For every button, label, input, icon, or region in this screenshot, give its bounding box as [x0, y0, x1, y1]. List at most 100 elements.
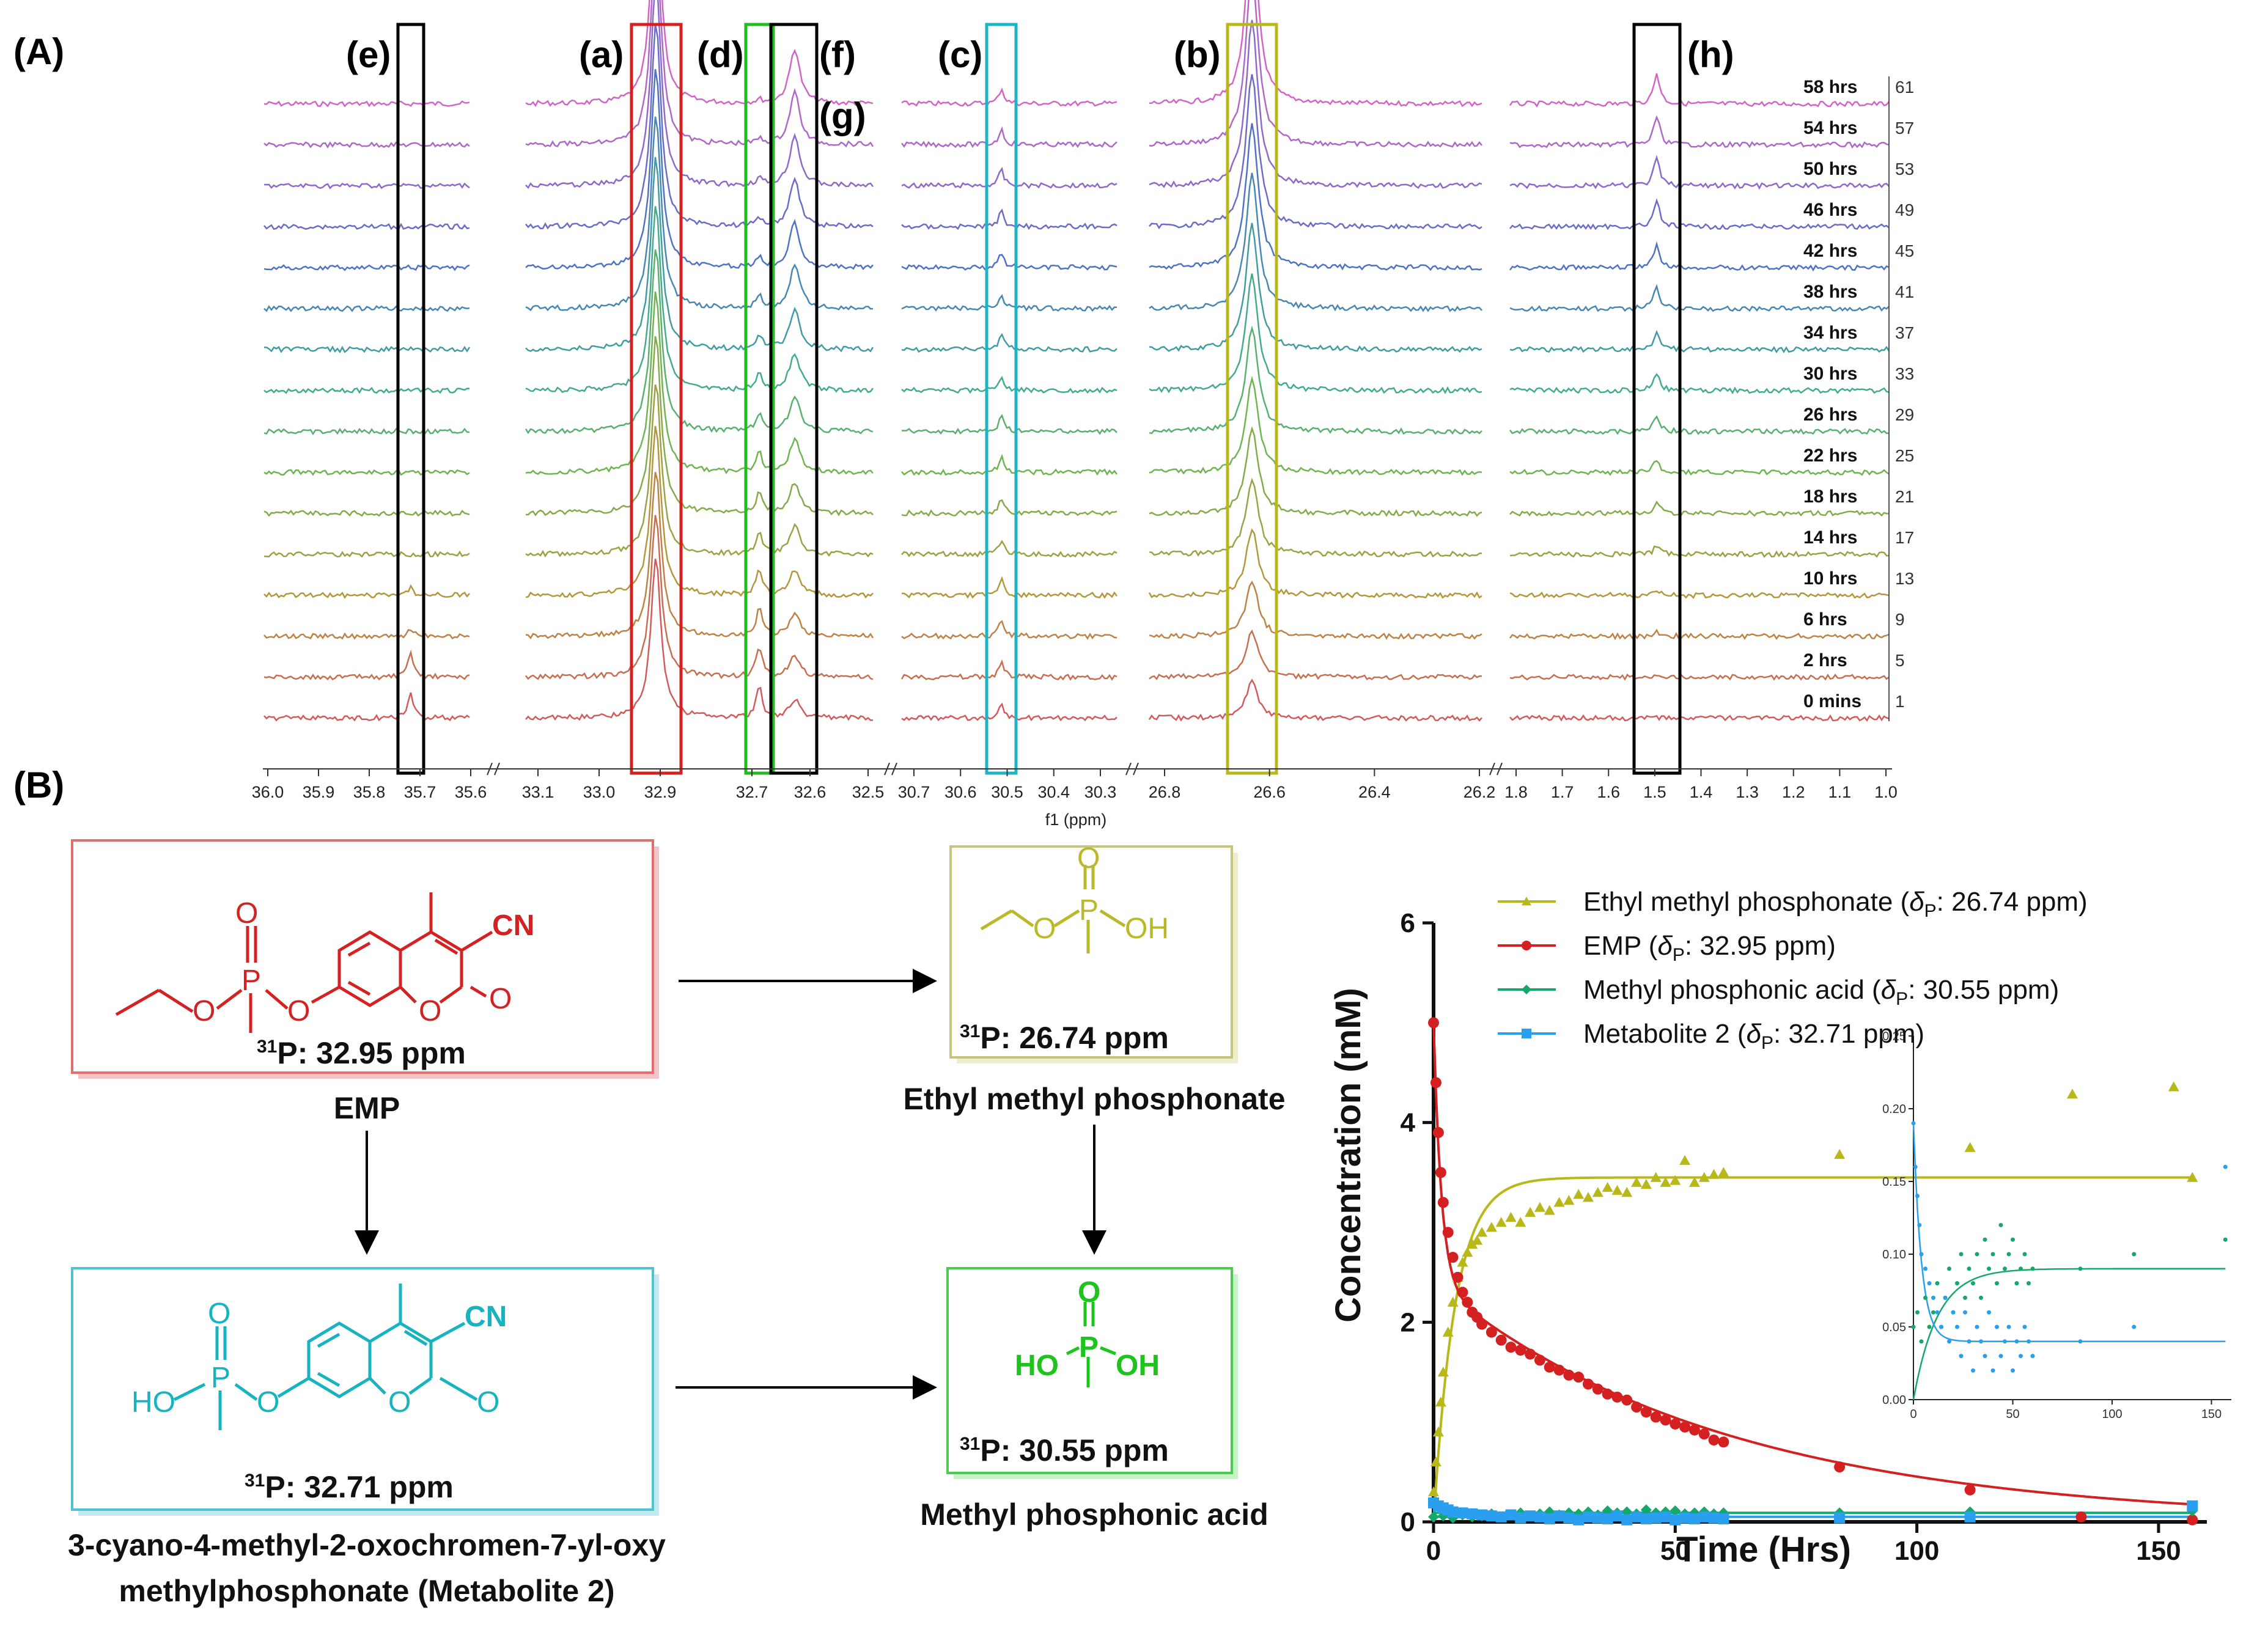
nmr-trace [525, 0, 874, 148]
data-point [1447, 1506, 1459, 1518]
nmr-trace [1509, 155, 1890, 190]
spectrum-number: 45 [1895, 241, 1914, 260]
chart-ylabel: Concentration (mM) [1328, 988, 1368, 1323]
data-point [1457, 1287, 1468, 1298]
y-tick-label: 2 [1401, 1307, 1415, 1337]
spectrum-number: 37 [1895, 323, 1914, 342]
nmr-trace [263, 141, 470, 149]
ethyl-name: Ethyl methyl phosphonate [903, 1082, 1285, 1116]
data-point [1939, 1324, 1943, 1329]
nmr-trace [901, 499, 1117, 517]
nmr-trace [263, 509, 470, 517]
nmr-trace [1149, 375, 1482, 476]
metab-shift: 31P: 32.71 ppm [245, 1470, 454, 1504]
mpa-atom-oh: OH [1116, 1350, 1160, 1382]
time-label: 6 hrs [1803, 609, 1847, 630]
data-point [1919, 1339, 1924, 1344]
box-peak-a [630, 23, 683, 775]
data-point [1975, 1252, 1979, 1257]
nmr-trace [525, 156, 874, 353]
metab-atom-o-dbl: O [208, 1298, 230, 1330]
mpa-shift-sup: 31 [960, 1434, 980, 1454]
data-point [1611, 1184, 1623, 1195]
data-point [1650, 1512, 1662, 1524]
nmr-tick-label: 32.6 [794, 783, 827, 801]
nmr-tick-label: 32.9 [644, 783, 677, 801]
nmr-trace [1149, 172, 1482, 312]
data-point [1679, 1421, 1691, 1433]
data-point [1457, 1507, 1468, 1519]
data-point [1505, 1342, 1517, 1353]
data-point [1971, 1281, 1975, 1286]
data-point [1515, 1217, 1526, 1227]
nmr-trace [525, 559, 874, 721]
data-point [1995, 1281, 1999, 1286]
box-peak-fg [769, 23, 819, 775]
axis-break [884, 762, 897, 776]
data-point [1971, 1368, 1975, 1373]
nmr-tick-label: 30.4 [1037, 783, 1070, 801]
data-point [1447, 1252, 1459, 1263]
nmr-tick-label: 30.5 [991, 783, 1023, 801]
panel-b-label: (B) [13, 765, 64, 806]
data-point [1432, 1127, 1444, 1138]
inset-x-tick-label: 50 [2006, 1408, 2019, 1421]
reaction-scheme: O P O O O O CN 31P: 32.95 ppm EMP O P O … [68, 839, 1286, 1608]
nmr-trace [901, 414, 1117, 435]
emp-name: EMP [334, 1091, 400, 1125]
time-label: 42 hrs [1803, 241, 1857, 261]
spectrum-number: 5 [1895, 651, 1905, 670]
nmr-trace [525, 0, 874, 108]
data-point [1553, 1510, 1565, 1522]
data-point [1698, 1172, 1710, 1182]
nmr-trace [1509, 329, 1890, 354]
data-point [1522, 941, 1531, 950]
data-point [1471, 1235, 1483, 1245]
nmr-trace [263, 692, 470, 722]
data-point [1544, 1513, 1555, 1525]
data-point [1476, 1509, 1488, 1521]
data-point [1931, 1310, 1935, 1315]
data-point [1913, 1164, 1918, 1169]
inset-y-tick-label: 0.00 [1882, 1394, 1906, 1407]
nmr-trace [263, 550, 470, 558]
emp-shift-text: P: 32.95 ppm [277, 1036, 465, 1070]
nmr-tick-label: 35.6 [455, 783, 487, 801]
nmr-tick-label: 35.7 [404, 783, 436, 801]
data-point [2187, 1500, 2198, 1511]
data-point [1563, 1369, 1575, 1381]
nmr-trace [525, 249, 874, 435]
data-point [1964, 1142, 1976, 1152]
nmr-tick-label: 1.5 [1643, 783, 1666, 801]
peak-label-b: (b) [1174, 34, 1221, 75]
metab-name-line2: methylphosphonate (Metabolite 2) [119, 1574, 614, 1608]
data-point [2132, 1252, 2137, 1257]
mpa-atom-ho: HO [1015, 1350, 1059, 1382]
data-point [1525, 1510, 1536, 1522]
data-point [1495, 1511, 1507, 1522]
ethyl-atom-oh: OH [1125, 913, 1169, 945]
metab-atom-cn: CN [465, 1301, 507, 1333]
data-point [1967, 1266, 1972, 1271]
nmr-trace [1148, 528, 1482, 599]
mpa-atom-p: P [1079, 1331, 1099, 1364]
data-point [2011, 1237, 2015, 1242]
data-point [2027, 1339, 2031, 1344]
inset-y-tick-label: 0.25 [1882, 1030, 1906, 1043]
data-point [1679, 1155, 1691, 1165]
data-point [1573, 1372, 1585, 1383]
time-label: 22 hrs [1803, 446, 1857, 466]
data-point [1688, 1513, 1700, 1525]
data-point [1602, 1513, 1613, 1525]
data-point [2006, 1324, 2011, 1329]
nmr-trace [525, 472, 874, 640]
nmr-trace [263, 304, 470, 312]
nmr-trace [1149, 0, 1482, 148]
emp-atom-o-keto: O [489, 983, 512, 1015]
metab-shift-text: P: 32.71 ppm [265, 1470, 453, 1504]
metab-atom-o-keto: O [477, 1386, 499, 1419]
emp-structure [115, 892, 493, 1033]
nmr-trace [525, 336, 874, 516]
data-point [1915, 1194, 1920, 1199]
data-point [1430, 1456, 1441, 1467]
